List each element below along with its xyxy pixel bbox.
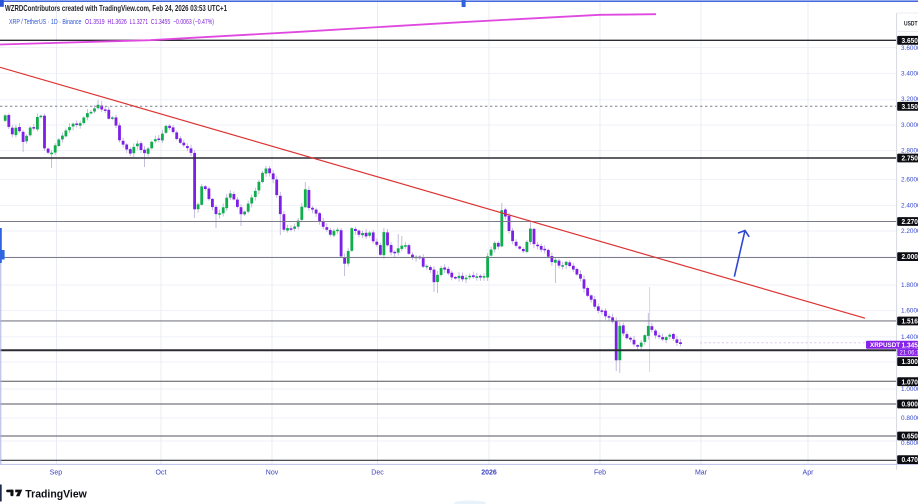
svg-text:Oct: Oct	[156, 469, 167, 476]
svg-text:Feb: Feb	[594, 469, 606, 476]
svg-text:2.6000: 2.6000	[901, 177, 918, 184]
svg-text:1.3455: 1.3455	[902, 340, 918, 349]
svg-text:Nov: Nov	[266, 469, 279, 476]
svg-text:2.2000: 2.2000	[901, 228, 918, 235]
svg-text:1.3000: 1.3000	[902, 357, 918, 366]
svg-text:1.5160: 1.5160	[902, 317, 918, 326]
svg-text:2.4000: 2.4000	[901, 203, 918, 210]
svg-text:Mar: Mar	[695, 469, 708, 476]
svg-text:3.2000: 3.2000	[901, 96, 918, 103]
svg-text:XRP / TetherUS · 1D · Binance: XRP / TetherUS · 1D · Binance	[9, 19, 82, 26]
svg-text:1.4000: 1.4000	[901, 334, 918, 341]
svg-text:1.6000: 1.6000	[901, 308, 918, 315]
svg-text:WZRDContributors created with: WZRDContributors created with TradingVie…	[5, 3, 227, 13]
svg-text:0.6000: 0.6000	[901, 440, 918, 447]
svg-text:USDT: USDT	[904, 20, 918, 27]
svg-text:2026: 2026	[481, 469, 497, 476]
svg-text:0.4700: 0.4700	[902, 455, 918, 464]
svg-text:TradingView: TradingView	[25, 488, 87, 500]
svg-text:3.4000: 3.4000	[901, 71, 918, 78]
svg-text:Apr: Apr	[803, 469, 815, 476]
svg-text:3.1500: 3.1500	[902, 102, 918, 111]
svg-text:Sep: Sep	[50, 469, 63, 476]
svg-text:3.6000: 3.6000	[901, 45, 918, 52]
svg-text:2.2700: 2.2700	[902, 217, 918, 226]
svg-text:XRPUSDT: XRPUSDT	[870, 342, 900, 349]
svg-text:2.7500: 2.7500	[902, 154, 918, 163]
svg-text:Dec: Dec	[371, 469, 384, 476]
svg-text:21:06:16: 21:06:16	[900, 351, 918, 357]
svg-text:O1.3519 H1.3626 L1.3271 C1.: O1.3519 H1.3626 L1.3271 C1.3455 −0.0063 …	[85, 19, 214, 26]
